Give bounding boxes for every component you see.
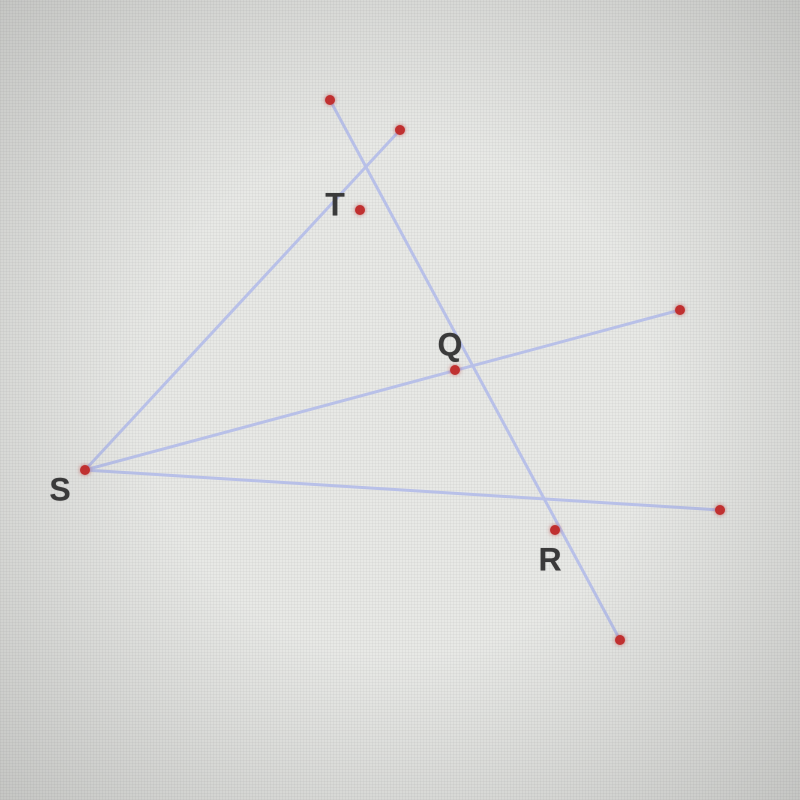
- label-T: T: [325, 187, 345, 224]
- diagram-line: [85, 310, 680, 470]
- label-Q: Q: [438, 327, 463, 364]
- diagram-line: [85, 470, 720, 510]
- diagram-line: [85, 130, 400, 470]
- point-top2: [395, 125, 405, 135]
- point-right1: [675, 305, 685, 315]
- label-R: R: [538, 542, 561, 579]
- point-top1: [325, 95, 335, 105]
- diagram-line: [330, 100, 620, 640]
- point-Q: [450, 365, 460, 375]
- diagram-lines-layer: [0, 0, 800, 800]
- point-T: [355, 205, 365, 215]
- point-S: [80, 465, 90, 475]
- point-right2: [715, 505, 725, 515]
- point-R: [550, 525, 560, 535]
- point-bot: [615, 635, 625, 645]
- label-S: S: [49, 472, 70, 509]
- diagram-canvas: S T Q R: [0, 0, 800, 800]
